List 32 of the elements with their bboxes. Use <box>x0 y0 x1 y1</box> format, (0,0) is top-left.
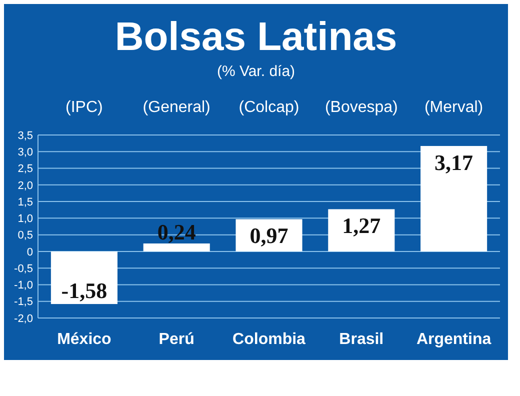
x-tick-label: Argentina <box>416 331 492 348</box>
y-tick-label: 0 <box>26 246 33 258</box>
data-label: -1,58 <box>61 278 108 304</box>
y-tick-label: 0,5 <box>18 230 33 242</box>
y-tick-label: -1,5 <box>14 296 33 308</box>
y-tick-label: -1,0 <box>14 280 33 292</box>
bar <box>328 209 395 252</box>
bar <box>50 251 118 304</box>
y-tick-label: 3,0 <box>18 146 33 158</box>
y-tick-label: 2,5 <box>18 163 33 176</box>
x-tick-label: Brasil <box>339 331 384 348</box>
bar <box>420 146 488 252</box>
x-tick-label: México <box>57 331 112 348</box>
chart-subtitle: (% Var. día) <box>216 63 296 80</box>
data-label: 1,27 <box>342 213 381 238</box>
y-tick-label: 2,0 <box>18 180 33 192</box>
y-tick-label: 3,5 <box>18 130 33 142</box>
chart-title: Bolsas Latinas <box>114 15 398 59</box>
data-label: 0,97 <box>250 223 288 248</box>
y-tick-label: -2,0 <box>14 312 33 325</box>
data-label: 3,17 <box>434 150 474 175</box>
bar <box>143 243 210 252</box>
text: (IPC) <box>66 99 103 116</box>
text: (General) <box>142 99 210 116</box>
x-tick-label: Perú <box>158 331 194 348</box>
y-tick-label: -0,5 <box>14 262 33 275</box>
y-tick-label: 1,0 <box>18 213 33 226</box>
text: (Bovespa) <box>324 99 398 116</box>
text: (Merval) <box>424 99 484 116</box>
y-tick-label: 1,5 <box>18 196 33 208</box>
text: (Colcap) <box>238 99 300 116</box>
x-tick-label: Colombia <box>232 331 306 348</box>
